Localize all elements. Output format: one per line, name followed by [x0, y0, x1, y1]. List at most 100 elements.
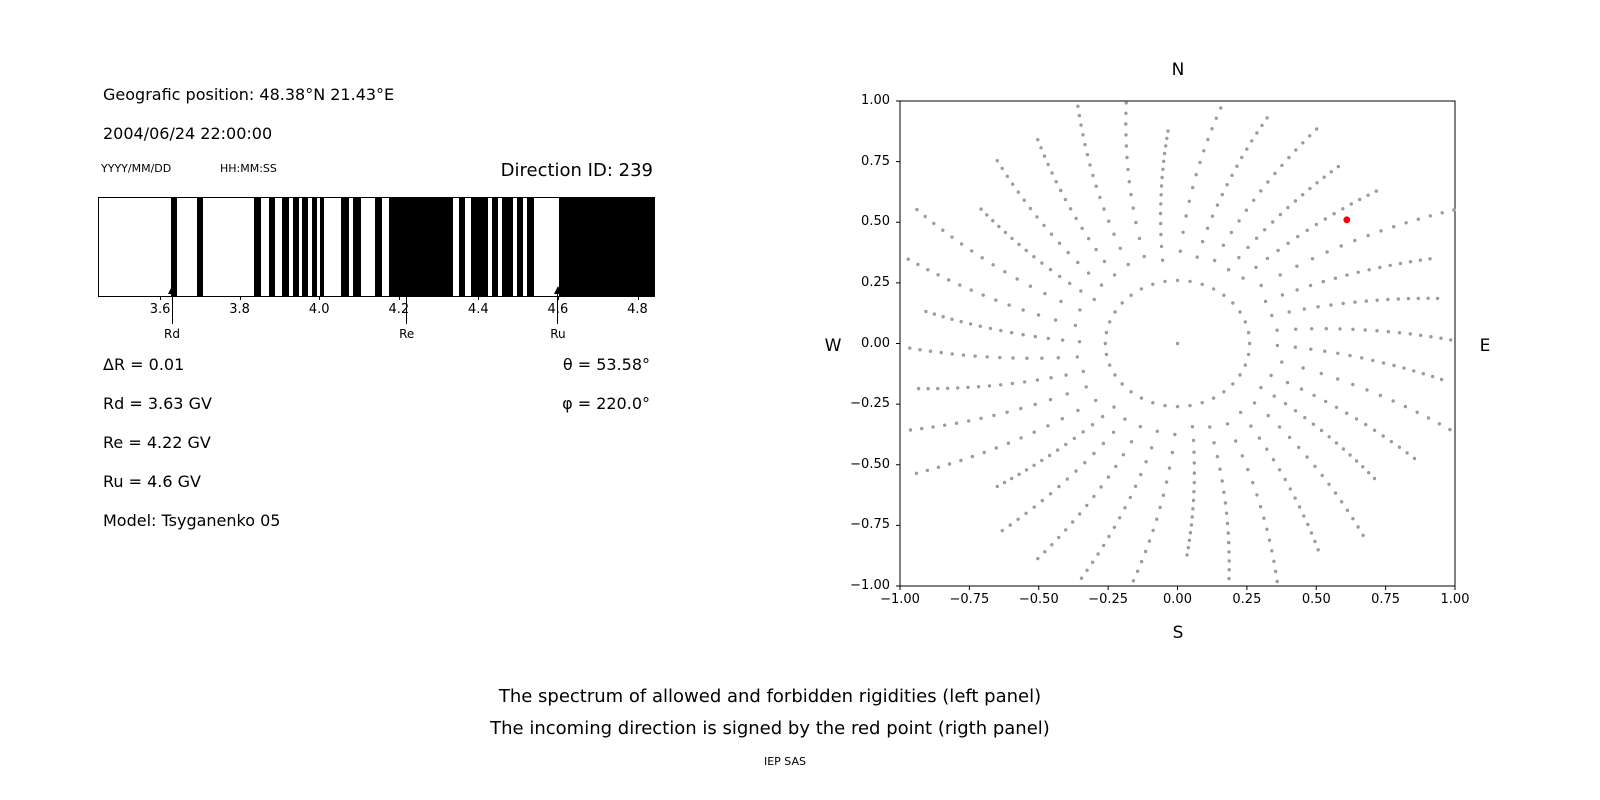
asymptotic-direction-dot [1112, 273, 1117, 277]
asymptotic-direction-dot [1408, 260, 1413, 264]
direction-y-tick-label: 0.50 [861, 214, 890, 230]
asymptotic-direction-dot [1234, 439, 1238, 443]
asymptotic-direction-dot [1449, 338, 1453, 342]
asymptotic-direction-dot [1278, 273, 1282, 277]
direction-x-tick-label: 0.50 [1301, 592, 1331, 607]
asymptotic-direction-dot [1188, 403, 1192, 408]
asymptotic-direction-dot [978, 324, 982, 328]
asymptotic-direction-dot [1224, 511, 1229, 515]
asymptotic-direction-dot [1158, 505, 1162, 510]
asymptotic-direction-dot [1354, 459, 1359, 463]
asymptotic-direction-dot [1077, 340, 1082, 344]
asymptotic-direction-dot [1299, 387, 1304, 391]
asymptotic-direction-dot [1066, 250, 1070, 255]
asymptotic-direction-dot [916, 386, 921, 391]
asymptotic-direction-dot [1319, 428, 1324, 433]
asymptotic-direction-dot [1108, 363, 1112, 367]
spectrum-x-tick [557, 296, 559, 300]
asymptotic-direction-dot [1301, 141, 1305, 145]
asymptotic-direction-dot [1211, 396, 1216, 400]
asymptotic-direction-dot [1332, 212, 1336, 216]
arrow-up-icon [402, 286, 411, 294]
arrow-shaft [557, 294, 559, 324]
asymptotic-direction-dot [1386, 330, 1391, 334]
asymptotic-direction-dot [1189, 523, 1194, 527]
asymptotic-direction-dot [1316, 548, 1320, 552]
asymptotic-direction-dot [1448, 427, 1452, 432]
asymptotic-direction-dot [1356, 525, 1360, 529]
asymptotic-direction-dot [1435, 296, 1440, 301]
allowed-band [268, 198, 275, 296]
allowed-band [459, 198, 466, 296]
asymptotic-direction-dot [1042, 154, 1047, 158]
asymptotic-direction-dot [1186, 546, 1190, 550]
asymptotic-direction-dot [941, 228, 945, 232]
asymptotic-direction-dot [988, 326, 993, 331]
asymptotic-direction-dot [1258, 505, 1263, 509]
allowed-band [492, 198, 499, 296]
asymptotic-direction-dot [1192, 490, 1196, 494]
asymptotic-direction-dot [1065, 392, 1069, 396]
spectrum-x-tick [319, 296, 321, 300]
asymptotic-direction-dot [1227, 540, 1231, 545]
direction-y-tick-label: −0.25 [850, 396, 890, 412]
asymptotic-direction-dot [1046, 424, 1050, 428]
asymptotic-direction-dot [1283, 477, 1287, 482]
asymptotic-direction-dot [1173, 432, 1177, 437]
asymptotic-direction-dot [1333, 276, 1338, 280]
direction-x-tick-label: 0.75 [1371, 592, 1401, 607]
asymptotic-direction-dot [1192, 450, 1196, 454]
asymptotic-direction-dot [1406, 296, 1411, 301]
asymptotic-direction-dot [1050, 171, 1054, 175]
asymptotic-direction-dot [1163, 403, 1167, 408]
asymptotic-direction-dot [1057, 535, 1061, 540]
asymptotic-direction-dot [1162, 159, 1166, 163]
allowed-band [301, 198, 308, 296]
asymptotic-direction-dot [1159, 184, 1164, 188]
asymptotic-direction-dot [1215, 454, 1220, 459]
asymptotic-direction-dot [1336, 164, 1340, 169]
asymptotic-direction-dot [1200, 282, 1204, 286]
asymptotic-direction-dot [1297, 445, 1301, 450]
asymptotic-direction-dot [1191, 438, 1196, 443]
spectrum-x-tick [478, 296, 480, 300]
asymptotic-direction-dot [1325, 250, 1329, 254]
asymptotic-direction-dot [1032, 255, 1036, 259]
asymptotic-direction-dot [1124, 111, 1128, 115]
asymptotic-direction-dot [1164, 144, 1168, 148]
spectrum-x-tick-label: 4.0 [308, 302, 330, 317]
asymptotic-direction-dot [1345, 508, 1350, 512]
asymptotic-direction-dot [1319, 371, 1323, 376]
asymptotic-direction-dot [1285, 380, 1290, 385]
direction-x-tick-label: 1.00 [1440, 592, 1470, 607]
geo-position: Geografic position: 48.38°N 21.43°E [103, 85, 395, 104]
asymptotic-direction-dot [958, 283, 962, 287]
asymptotic-direction-dot [1308, 186, 1312, 191]
asymptotic-direction-dot [1305, 455, 1309, 459]
asymptotic-direction-dot [1187, 199, 1191, 203]
asymptotic-direction-dot [961, 353, 966, 357]
caption-line-1: The spectrum of allowed and forbidden ri… [498, 686, 1042, 707]
asymptotic-direction-dot [1429, 335, 1433, 339]
asymptotic-direction-dot [1043, 550, 1047, 554]
asymptotic-direction-dot [1135, 569, 1140, 573]
asymptotic-direction-dot [1087, 236, 1091, 241]
asymptotic-direction-dot [1057, 484, 1061, 489]
asymptotic-direction-dot [1081, 133, 1085, 137]
asymptotic-direction-dot [1375, 329, 1379, 333]
asymptotic-direction-dot [1033, 402, 1037, 407]
spectrum-x-tick-label: 4.2 [388, 302, 410, 317]
asymptotic-direction-dot [1430, 374, 1435, 379]
asymptotic-direction-dot [1303, 415, 1307, 420]
asymptotic-direction-dot [1310, 257, 1315, 261]
asymptotic-direction-dot [1016, 517, 1020, 521]
asymptotic-direction-dot [1287, 435, 1292, 440]
asymptotic-direction-dot [1200, 401, 1204, 405]
asymptotic-direction-dot [973, 354, 977, 358]
asymptotic-direction-dot [959, 458, 963, 463]
asymptotic-direction-dot [945, 386, 950, 390]
asymptotic-direction-dot [1266, 180, 1270, 184]
asymptotic-direction-dot [1320, 473, 1324, 478]
asymptotic-direction-dot [1222, 293, 1226, 297]
allowed-band [311, 198, 317, 296]
